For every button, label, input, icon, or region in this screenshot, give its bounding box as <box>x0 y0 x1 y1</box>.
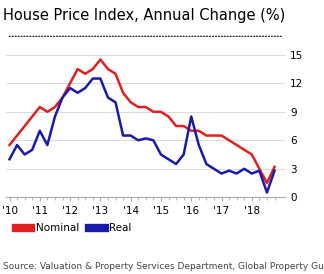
Text: Source: Valuation & Property Services Department, Global Property Guide: Source: Valuation & Property Services De… <box>3 262 324 271</box>
Legend: Nominal, Real: Nominal, Real <box>12 219 136 238</box>
Text: House Price Index, Annual Change (%): House Price Index, Annual Change (%) <box>3 8 285 23</box>
